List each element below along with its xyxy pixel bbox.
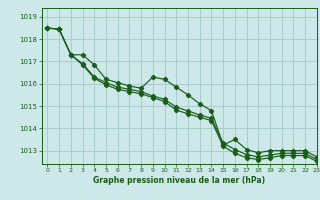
X-axis label: Graphe pression niveau de la mer (hPa): Graphe pression niveau de la mer (hPa) — [93, 176, 265, 185]
